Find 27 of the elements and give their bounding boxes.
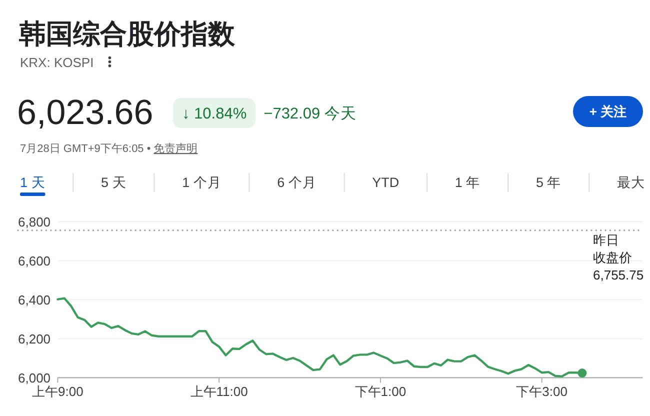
disclaimer-link: 免责声明 [154,143,198,155]
tab-label: 1 个月 [182,175,222,190]
price: 6,023.66 [17,93,154,132]
tab-label: 5 天 [101,175,126,190]
tab-label: YTD [372,175,400,190]
change-today: −732.09 今天 [264,106,356,122]
chart-subtitle: KRX: KOSPI [20,55,94,70]
ref-line-label: 昨日收盘价 6,755.75 [593,232,644,282]
y-tick-label: 6,600 [18,253,51,268]
y-tick-label: 6,000 [18,370,51,386]
change-badge: ↓ 10.84% [173,98,256,128]
tab-label: 6 个月 [277,175,316,190]
x-tick-label: 下午3:00 [516,384,568,400]
x-tick-label: 上午9:00 [32,384,84,400]
chart-title: 韩国综合股价指数 [18,19,236,49]
y-tick-label: 6,800 [18,214,51,230]
y-tick-label: 6,400 [18,292,51,308]
tab-selected: 1 天 [20,175,46,196]
tab-label: 5 年 [536,175,562,190]
follow-button: + 关注 [573,96,643,127]
y-tick-label: 6,200 [18,331,51,346]
x-tick-label: 上午11:00 [190,384,248,400]
timestamp: 7月28日 GMT+9下午6:05 • [20,143,151,155]
header: 韩国综合股价指数 KRX: KOSPI 6,023.66 ↓ 10.84% −732.09 今天 + 关注 7月28日 GMT+9下午6:05 • 免责声明 1 天 5 天 1 个月 6 个月 YTD 1 年 5 年 最大 [17,19,645,196]
tab-label: 1 年 [454,175,480,190]
tab-label: 最大 [617,175,645,190]
x-tick-label: 下午1:00 [354,384,406,400]
